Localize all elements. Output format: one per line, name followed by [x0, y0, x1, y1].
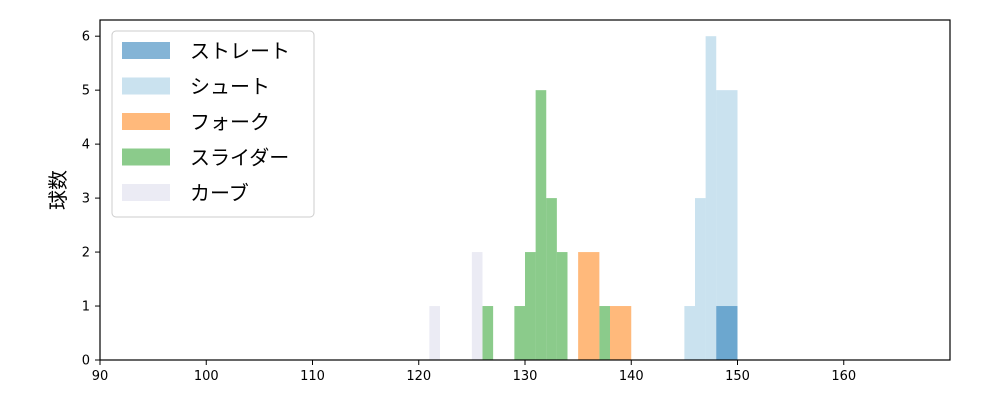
bar-series-0-bin-0	[716, 306, 738, 360]
bars-layer	[429, 36, 738, 361]
bar-series-3-bin-4	[546, 198, 557, 360]
legend-swatch-0	[122, 42, 170, 59]
bar-series-4-bin-0	[429, 306, 440, 360]
y-axis: 0 1 2 3 4 5 6	[82, 30, 100, 369]
y-tick-label-2: 2	[82, 246, 90, 261]
bar-series-1-bin-3	[716, 90, 738, 361]
bar-series-3-bin-1	[514, 306, 525, 360]
legend-label-3: スライダー	[190, 146, 289, 170]
x-tick-label-6: 150	[725, 369, 750, 384]
y-tick-label-6: 6	[82, 30, 90, 45]
legend-label-2: フォーク	[190, 110, 270, 134]
x-tick-label-5: 140	[619, 369, 644, 384]
y-tick-label-4: 4	[82, 138, 90, 153]
bar-series-1-bin-2	[705, 36, 717, 360]
bar-series-1-bin-0	[684, 306, 695, 360]
y-tick-label-0: 0	[82, 354, 90, 369]
x-axis: 90 100 110 120 130 140 150 160	[92, 360, 856, 384]
bar-series-3-bin-5	[556, 252, 568, 360]
bar-series-4-bin-1	[471, 252, 483, 360]
x-tick-label-1: 100	[194, 369, 219, 384]
legend-label-4: カーブ	[190, 181, 249, 205]
bar-series-3-bin-6	[599, 306, 610, 360]
x-tick-label-4: 130	[513, 369, 538, 384]
bar-series-3-bin-3	[535, 90, 547, 361]
x-tick-label-7: 160	[831, 369, 856, 384]
legend-swatch-2	[122, 113, 170, 130]
legend-label-0: ストレート	[190, 39, 290, 63]
legend-swatch-1	[122, 77, 170, 95]
bar-series-2-bin-0	[578, 252, 600, 360]
y-tick-label-1: 1	[82, 300, 90, 315]
y-tick-label-5: 5	[82, 84, 90, 99]
legend-swatch-4	[122, 184, 170, 201]
legend-label-1: シュート	[190, 75, 270, 99]
x-tick-label-2: 110	[300, 369, 325, 384]
bar-series-3-bin-2	[525, 252, 536, 360]
x-tick-label-3: 120	[406, 369, 431, 384]
y-tick-label-3: 3	[82, 192, 90, 207]
bar-series-3-bin-0	[482, 306, 494, 360]
x-tick-label-0: 90	[92, 369, 109, 384]
bar-series-2-bin-1	[610, 306, 632, 360]
y-axis-title: 球数	[46, 170, 70, 210]
bar-series-1-bin-1	[695, 198, 706, 360]
legend-swatch-3	[122, 148, 170, 166]
